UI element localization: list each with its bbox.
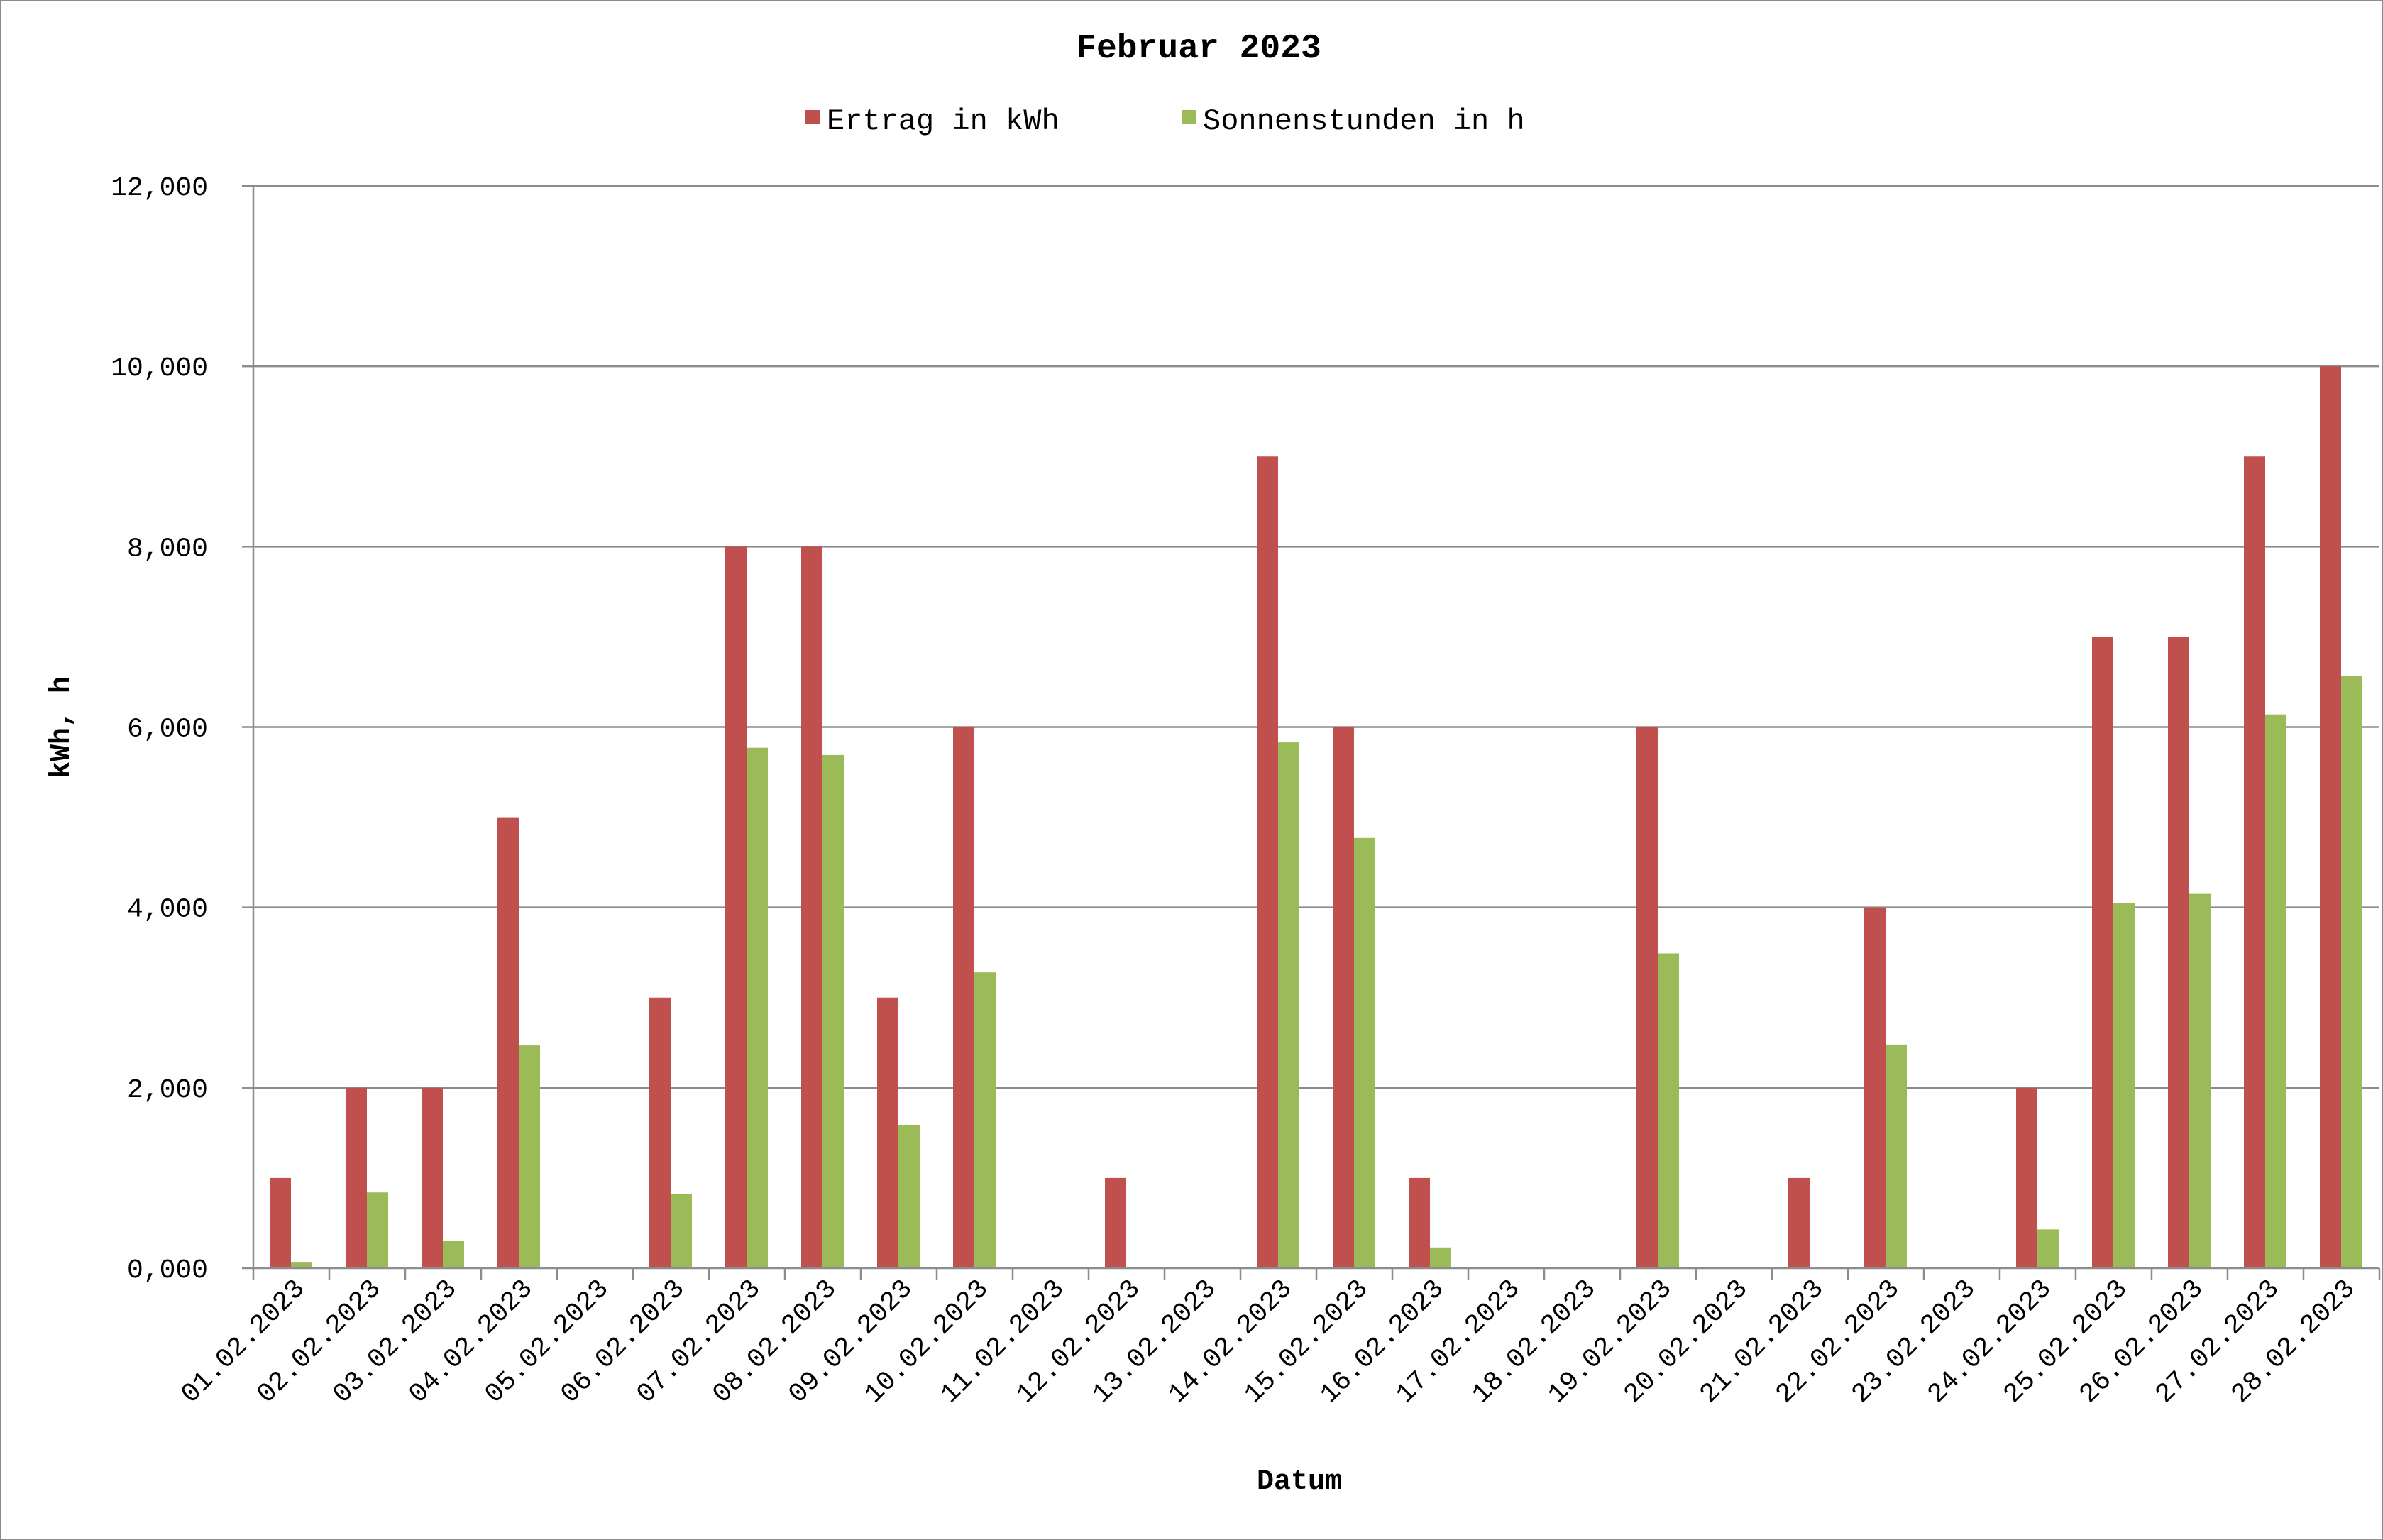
bar-sonnenstunden	[1658, 953, 1679, 1268]
y-tick-label: 2,000	[127, 1075, 208, 1106]
y-tick-label: 10,000	[111, 353, 208, 384]
bar-sonnenstunden	[671, 1194, 692, 1268]
bar-ertrag	[2168, 637, 2189, 1268]
bar-ertrag	[270, 1177, 291, 1268]
bar-ertrag	[1105, 1177, 1126, 1268]
y-tick-label: 4,000	[127, 895, 208, 925]
bar-ertrag	[2320, 366, 2341, 1268]
bar-ertrag	[725, 546, 747, 1268]
legend: Ertrag in kWh Sonnenstunden in h	[805, 104, 1525, 138]
bar-sonnenstunden	[822, 754, 844, 1268]
y-axis-label: kWh, h	[46, 676, 78, 779]
y-tick-label: 6,000	[127, 715, 208, 745]
bar-ertrag	[2244, 456, 2265, 1268]
bar-sonnenstunden	[519, 1045, 540, 1268]
bar-ertrag	[1864, 907, 1886, 1268]
bar-sonnenstunden	[2341, 676, 2362, 1268]
bar-ertrag	[422, 1087, 443, 1268]
bar-ertrag	[953, 727, 974, 1268]
bar-sonnenstunden	[1886, 1044, 1907, 1268]
legend-label-ertrag: Ertrag in kWh	[827, 104, 1060, 138]
bar-ertrag	[1333, 727, 1354, 1268]
bar-sonnenstunden	[898, 1124, 920, 1268]
bar-ertrag	[346, 1087, 367, 1268]
bar-sonnenstunden	[2113, 903, 2135, 1268]
bar-sonnenstunden	[1430, 1247, 1451, 1268]
bars	[270, 366, 2362, 1268]
y-tick-label: 0,000	[127, 1255, 208, 1286]
bar-sonnenstunden	[2037, 1229, 2059, 1268]
y-axis-ticks: 0,000 2,000 4,000 6,000 8,000 10,000 12,000	[111, 173, 253, 1286]
bar-ertrag	[1636, 727, 1658, 1268]
legend-swatch-sonnenstunden	[1182, 110, 1196, 124]
bar-sonnenstunden	[2189, 893, 2211, 1268]
chart-title: Februar 2023	[1076, 30, 1321, 68]
gridlines	[253, 185, 2379, 1089]
legend-swatch-ertrag	[805, 110, 820, 124]
bar-ertrag	[497, 817, 519, 1268]
y-tick-label: 12,000	[111, 173, 208, 204]
bar-ertrag	[649, 997, 671, 1268]
bar-sonnenstunden	[291, 1262, 312, 1268]
bar-sonnenstunden	[974, 972, 996, 1268]
bar-ertrag	[1788, 1177, 1810, 1268]
y-tick-label: 8,000	[127, 534, 208, 564]
bar-ertrag	[2092, 637, 2113, 1268]
bar-sonnenstunden	[1354, 837, 1375, 1268]
bar-sonnenstunden	[443, 1241, 464, 1268]
bar-ertrag	[877, 997, 898, 1268]
bar-ertrag	[2016, 1087, 2037, 1268]
bar-sonnenstunden	[747, 747, 768, 1268]
bar-ertrag	[1409, 1177, 1430, 1268]
bar-sonnenstunden	[367, 1192, 388, 1268]
bar-ertrag	[1257, 456, 1278, 1268]
bar-ertrag	[801, 546, 822, 1268]
bar-sonnenstunden	[1278, 742, 1299, 1268]
x-axis-label: Datum	[1257, 1466, 1342, 1498]
bar-sonnenstunden	[2265, 714, 2286, 1268]
x-axis-ticks: 01.02.202302.02.202303.02.202304.02.2023…	[175, 1268, 2381, 1410]
legend-label-sonnenstunden: Sonnenstunden in h	[1203, 104, 1525, 138]
